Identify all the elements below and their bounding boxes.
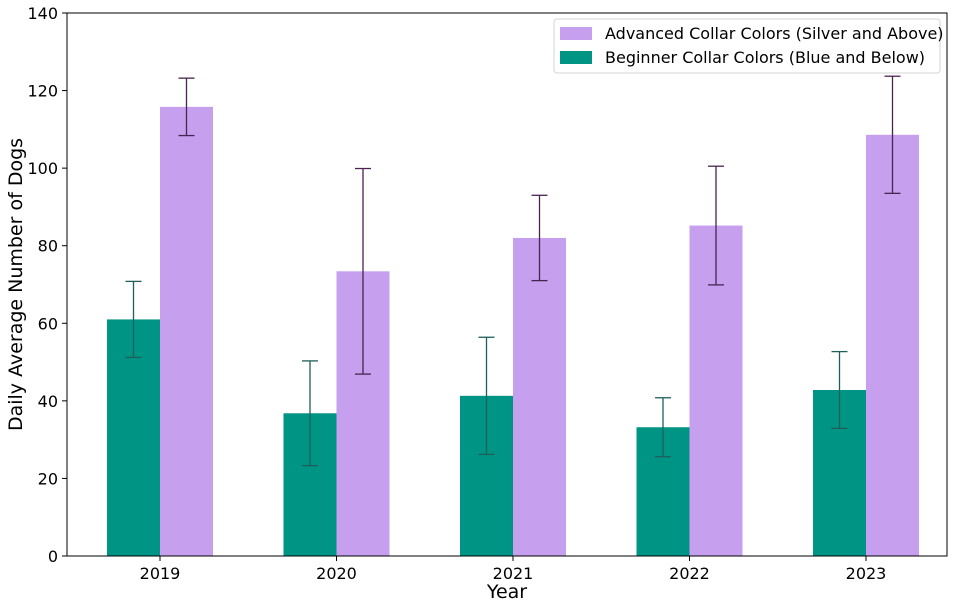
error-bar-beginner-2019 — [125, 280, 142, 359]
error-bar-beginner-2022 — [655, 397, 671, 458]
bar-advanced-2023 — [866, 134, 919, 556]
error-bar-beginner-2021 — [478, 336, 495, 456]
legend-label-advanced: Advanced Collar Colors (Silver and Above… — [605, 24, 944, 43]
bar-advanced-2021 — [513, 237, 566, 556]
error-bar-beginner-2023 — [831, 350, 848, 430]
y-tick-label: 140 — [27, 4, 58, 23]
x-tick-label-2021: 2021 — [493, 564, 534, 583]
error-bar-advanced-2020 — [355, 167, 371, 375]
x-tick-label-2022: 2022 — [669, 564, 710, 583]
bar-advanced-2019 — [160, 106, 213, 557]
legend-swatch-beginner — [560, 51, 592, 64]
y-tick-label: 20 — [38, 469, 58, 488]
legend: Advanced Collar Colors (Silver and Above… — [553, 18, 944, 74]
y-tick-label: 80 — [38, 237, 58, 256]
y-axis-label: Daily Average Number of Dogs — [5, 138, 27, 431]
x-axis-label: Year — [486, 581, 527, 603]
x-tick-label-2019: 2019 — [140, 564, 181, 583]
error-bar-advanced-2023 — [884, 75, 901, 195]
error-bar-advanced-2019 — [178, 77, 195, 137]
legend-label-beginner: Beginner Collar Colors (Blue and Below) — [605, 48, 925, 67]
legend-box — [553, 18, 941, 74]
error-bars-layer — [125, 75, 901, 467]
x-tick-label-2023: 2023 — [846, 564, 887, 583]
bars-layer — [107, 106, 919, 557]
y-axis: 0 20 40 60 80 100 120 140 — [27, 4, 67, 566]
x-axis: 2019 2020 2021 2022 2023 — [140, 556, 887, 583]
error-bar-advanced-2022 — [708, 165, 724, 286]
bar-beginner-2019 — [107, 319, 160, 556]
y-tick-label: 60 — [38, 314, 58, 333]
plot-area-frame — [66, 12, 948, 557]
x-tick-label-2020: 2020 — [316, 564, 357, 583]
y-tick-label: 0 — [48, 547, 58, 566]
error-bar-beginner-2020 — [302, 360, 318, 467]
error-bar-advanced-2021 — [531, 194, 548, 282]
legend-swatch-advanced — [560, 27, 592, 40]
y-tick-label: 40 — [38, 392, 58, 411]
y-tick-label: 100 — [27, 159, 58, 178]
y-tick-label: 120 — [27, 82, 58, 101]
